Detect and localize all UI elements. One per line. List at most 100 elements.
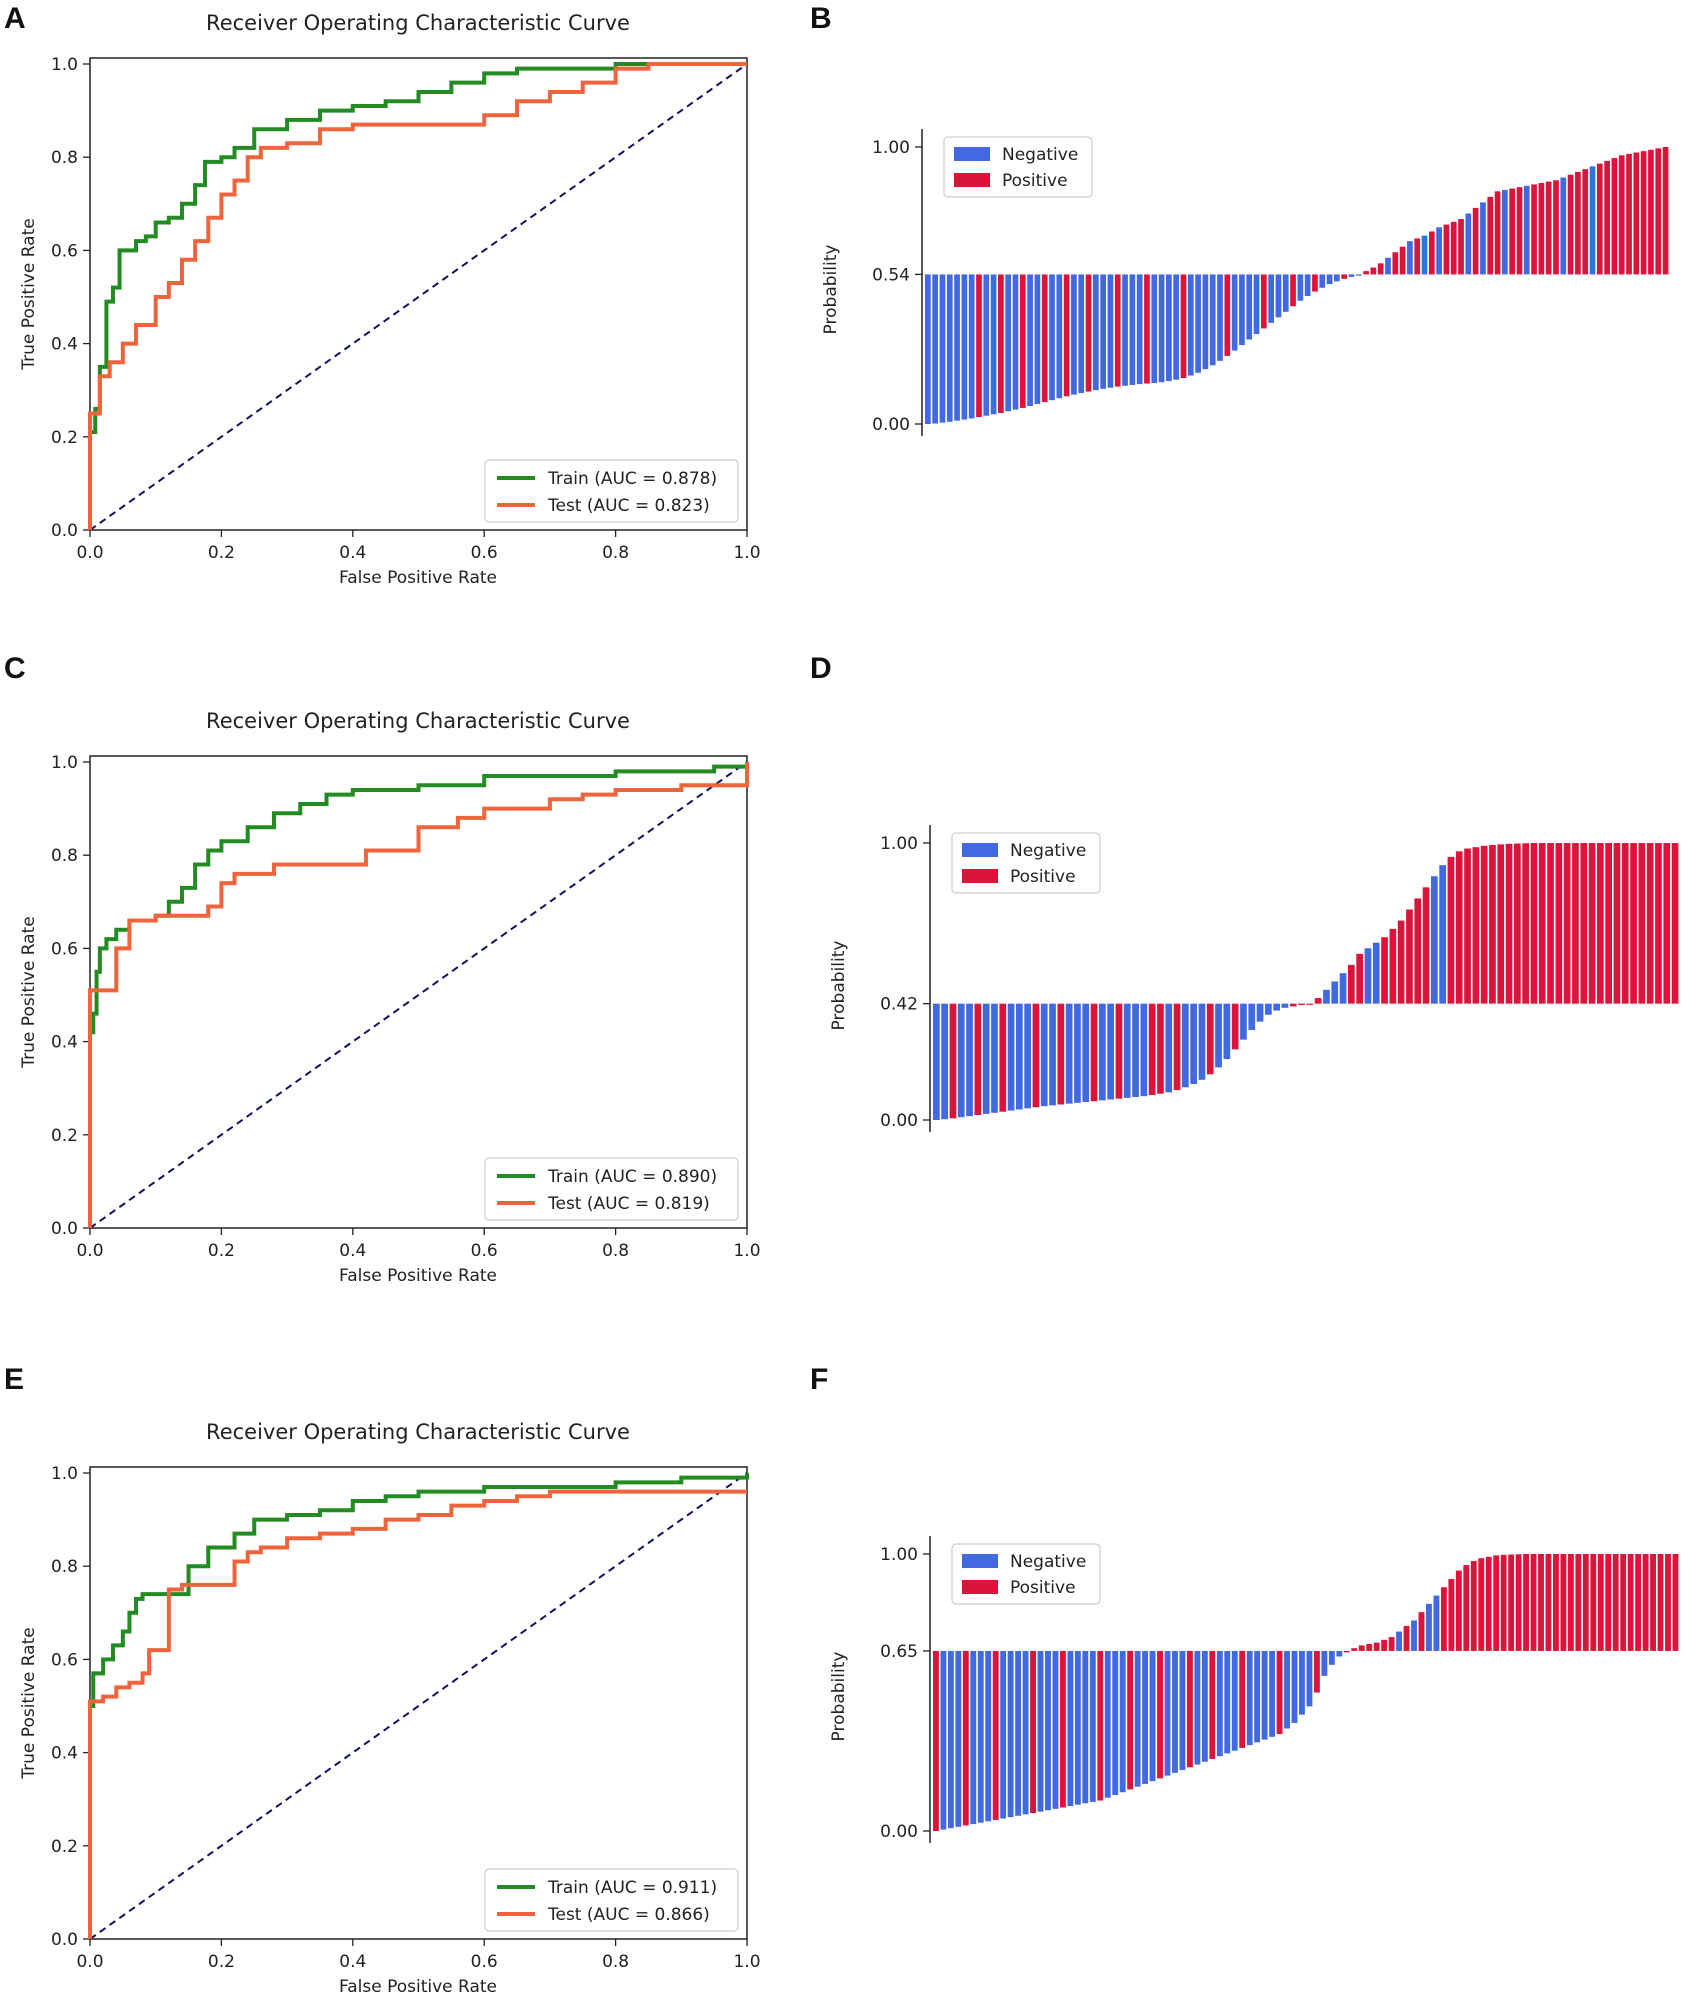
bar-negative bbox=[1224, 1650, 1231, 1754]
bar-positive bbox=[1493, 1555, 1500, 1651]
bar-negative bbox=[1256, 1003, 1264, 1022]
bar-negative bbox=[1082, 1003, 1090, 1102]
bar-negative bbox=[1164, 1650, 1171, 1776]
bar-negative bbox=[1436, 227, 1442, 275]
bar-negative bbox=[1291, 1650, 1298, 1723]
bar-negative bbox=[1123, 1003, 1131, 1098]
bar-negative bbox=[1281, 1003, 1289, 1008]
bar-positive bbox=[1580, 843, 1588, 1004]
x-tick-label: 0.0 bbox=[76, 1952, 103, 1972]
bar-positive bbox=[1373, 1642, 1380, 1651]
bar-negative bbox=[1016, 1003, 1023, 1110]
bar-negative bbox=[1007, 1003, 1015, 1111]
bar-positive bbox=[1575, 171, 1581, 275]
bar-positive bbox=[1640, 151, 1647, 275]
bar-positive bbox=[1363, 271, 1369, 275]
bar-positive bbox=[1428, 231, 1435, 275]
legend-box bbox=[484, 459, 739, 523]
y-tick-label: 0.4 bbox=[51, 1033, 78, 1053]
legend-label-test: Test (AUC = 0.819) bbox=[547, 1194, 710, 1214]
bar-negative bbox=[1158, 274, 1165, 383]
bar-positive bbox=[1030, 1650, 1036, 1813]
chart-title: Receiver Operating Characteristic Curve bbox=[206, 1420, 630, 1444]
bar-negative bbox=[968, 274, 975, 419]
bar-positive bbox=[1448, 1578, 1455, 1651]
bar-negative bbox=[970, 1650, 977, 1825]
bar-positive bbox=[1351, 1648, 1358, 1651]
legend: Train (AUC = 0.878) Test (AUC = 0.823) bbox=[484, 459, 739, 523]
bar-negative bbox=[957, 1003, 965, 1118]
bar-negative bbox=[1217, 274, 1223, 361]
bar-positive bbox=[1582, 1554, 1589, 1651]
bar-positive bbox=[1260, 274, 1267, 329]
bar-positive bbox=[1604, 160, 1610, 275]
bar-positive bbox=[1370, 267, 1377, 275]
bar-negative bbox=[1433, 1595, 1440, 1651]
bar-negative bbox=[1049, 1003, 1056, 1106]
panel-letter-e: E bbox=[4, 1363, 25, 1396]
bar-positive bbox=[1567, 174, 1574, 275]
x-axis-label: False Positive Rate bbox=[339, 1266, 497, 1286]
bar-positive bbox=[1377, 263, 1384, 275]
bar-positive bbox=[1399, 246, 1406, 275]
bar-negative bbox=[1074, 1650, 1081, 1805]
y-tick-label: 0.2 bbox=[51, 1126, 78, 1146]
panel-letter-b: B bbox=[810, 2, 832, 35]
x-tick-label: 0.2 bbox=[208, 1241, 235, 1261]
bar-positive bbox=[1538, 1554, 1544, 1651]
bar-positive bbox=[1403, 1626, 1410, 1651]
bar-positive bbox=[1406, 909, 1413, 1004]
bar-negative bbox=[932, 274, 938, 424]
bar-positive bbox=[1397, 920, 1405, 1004]
bar-positive bbox=[1672, 1554, 1679, 1651]
bar-negative bbox=[1215, 1003, 1222, 1068]
bar-positive bbox=[974, 1003, 982, 1116]
bar-positive bbox=[1209, 1650, 1216, 1759]
y-tick-label: 0.8 bbox=[51, 846, 78, 866]
bar-positive bbox=[1298, 1003, 1305, 1006]
y-tick-label: 0.8 bbox=[51, 148, 78, 168]
bar-negative bbox=[1336, 1650, 1343, 1657]
bar-negative bbox=[1040, 1003, 1048, 1107]
bar-positive bbox=[1630, 843, 1637, 1004]
bar-positive bbox=[1635, 1554, 1642, 1651]
bar-negative bbox=[1231, 1650, 1238, 1751]
bar-positive bbox=[1516, 187, 1523, 275]
bar-negative bbox=[1268, 274, 1274, 323]
x-axis-label: False Positive Rate bbox=[339, 1977, 497, 1997]
bar-positive bbox=[1621, 843, 1629, 1004]
bar-positive bbox=[1114, 274, 1121, 387]
bar-positive bbox=[1567, 1554, 1574, 1651]
bar-positive bbox=[1455, 851, 1463, 1004]
y-tick-label: 0.6 bbox=[51, 241, 78, 261]
bar-negative bbox=[933, 1003, 940, 1120]
x-tick-label: 1.0 bbox=[733, 543, 760, 563]
bar-negative bbox=[925, 274, 931, 424]
x-tick-label: 0.2 bbox=[208, 543, 235, 563]
bar-negative bbox=[1231, 274, 1238, 351]
bar-positive bbox=[1414, 898, 1422, 1004]
bar-positive bbox=[1276, 1650, 1283, 1735]
legend-label-positive: Positive bbox=[1010, 867, 1076, 887]
bar-positive bbox=[1657, 1554, 1664, 1651]
bar-positive bbox=[1646, 843, 1654, 1004]
bar-negative bbox=[1297, 274, 1304, 301]
bar-negative bbox=[1439, 865, 1446, 1004]
bar-positive bbox=[1642, 1554, 1649, 1651]
bar-negative bbox=[1089, 1650, 1096, 1802]
bar-positive bbox=[1620, 1554, 1627, 1651]
bar-positive bbox=[1312, 274, 1318, 292]
bar-positive bbox=[1392, 252, 1399, 275]
bar-positive bbox=[933, 1650, 939, 1831]
panel-letter-c: C bbox=[4, 652, 26, 685]
bar-positive bbox=[1157, 1003, 1164, 1094]
chart-title: Receiver Operating Characteristic Curve bbox=[206, 11, 630, 35]
bar-negative bbox=[983, 274, 990, 416]
bar-positive bbox=[1523, 1554, 1529, 1651]
y-tick-label: 1.00 bbox=[880, 1545, 918, 1565]
bar-positive bbox=[1547, 843, 1554, 1004]
bar-negative bbox=[1319, 274, 1326, 288]
legend-box bbox=[484, 1868, 739, 1932]
bar-negative bbox=[1201, 1650, 1208, 1762]
y-tick-label: 1.0 bbox=[51, 1464, 78, 1484]
